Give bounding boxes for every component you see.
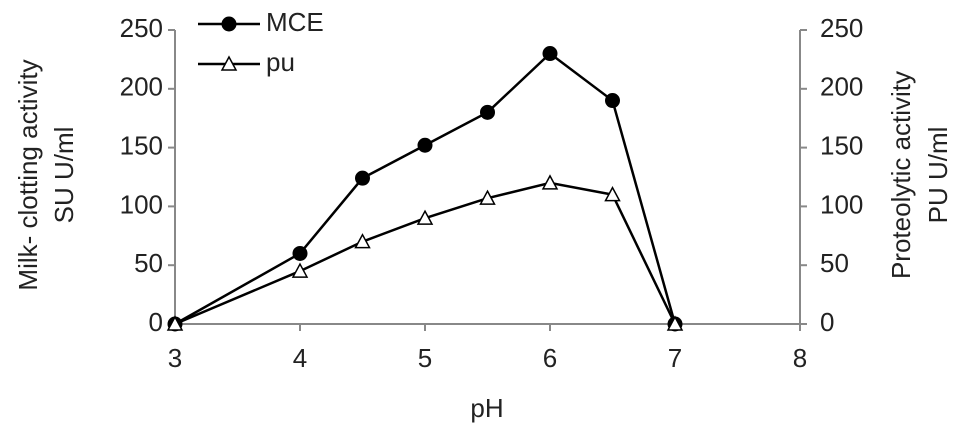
y-axis-label: Milk- clotting activity xyxy=(13,59,43,290)
legend-label: MCE xyxy=(266,7,324,37)
y-tick-label: 250 xyxy=(120,13,163,43)
x-tick-label: 4 xyxy=(293,343,307,373)
y-tick-label: 200 xyxy=(120,72,163,102)
x-tick-label: 6 xyxy=(543,343,557,373)
x-tick-label: 3 xyxy=(168,343,182,373)
data-point xyxy=(541,174,559,190)
y2-tick-label: 250 xyxy=(820,13,863,43)
x-tick-label: 5 xyxy=(418,343,432,373)
data-point xyxy=(479,189,496,205)
y2-tick-label: 0 xyxy=(820,307,834,337)
data-point xyxy=(604,186,621,202)
series-line xyxy=(174,51,677,326)
x-axis-label: pH xyxy=(470,393,503,423)
data-point xyxy=(417,137,433,153)
x-tick-label: 7 xyxy=(668,343,682,373)
y2-axis-label: Proteolytic activity xyxy=(886,71,916,279)
y-tick-label: 50 xyxy=(134,248,163,278)
data-point xyxy=(416,209,434,225)
series-line xyxy=(174,181,677,326)
data-point xyxy=(480,104,495,120)
data-point xyxy=(666,315,684,331)
y2-tick-label: 50 xyxy=(820,248,849,278)
y2-tick-label: 150 xyxy=(820,130,863,160)
y-tick-label: 150 xyxy=(120,130,163,160)
data-point xyxy=(605,93,620,109)
legend-marker xyxy=(220,55,238,71)
data-point xyxy=(291,262,309,278)
y2-tick-label: 200 xyxy=(820,72,863,102)
y2-tick-label: 100 xyxy=(820,189,863,219)
x-tick-label: 8 xyxy=(793,343,807,373)
legend-marker xyxy=(221,16,237,32)
y-tick-label: 0 xyxy=(149,307,163,337)
data-point xyxy=(542,46,558,62)
data-point xyxy=(292,245,308,261)
data-point xyxy=(355,170,370,186)
y2-axis-label: PU U/ml xyxy=(923,127,953,224)
y-axis-label: SU U/ml xyxy=(49,127,79,224)
data-point xyxy=(354,233,371,249)
y-tick-label: 100 xyxy=(120,189,163,219)
legend-label: pu xyxy=(266,47,295,77)
data-point xyxy=(166,315,184,331)
